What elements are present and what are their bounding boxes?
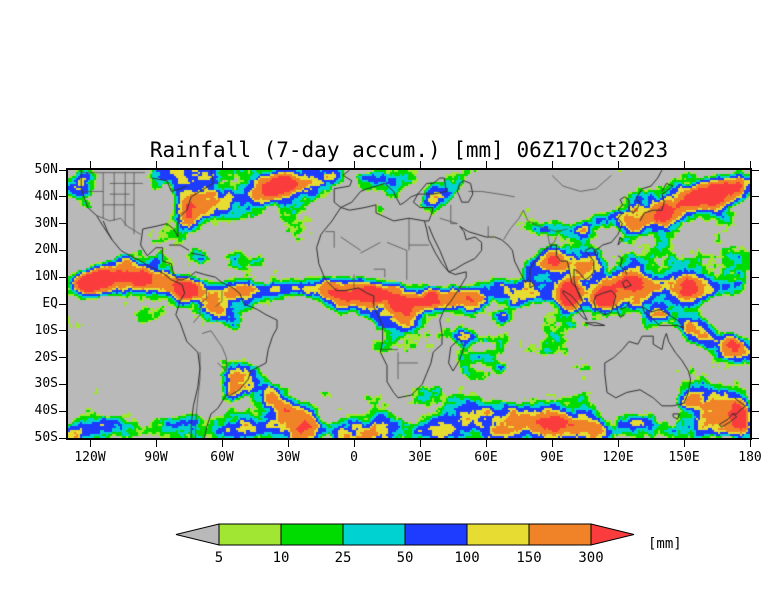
colorbar-level-label: 150	[516, 550, 541, 566]
lon-tick-label: 90W	[144, 450, 168, 465]
axis-tick-mark	[683, 440, 685, 447]
axis-tick-mark	[59, 249, 66, 251]
axis-tick-mark	[89, 161, 91, 168]
axis-tick-mark	[155, 440, 157, 447]
axis-tick-mark	[752, 169, 759, 171]
colorbar-segment	[466, 523, 530, 546]
axis-tick-mark	[752, 357, 759, 359]
colorbar-level-label: 300	[578, 550, 603, 566]
axis-tick-mark	[59, 169, 66, 171]
lat-tick-label: 10S	[34, 322, 58, 338]
lat-tick-label: 10N	[34, 269, 58, 285]
axis-tick-mark	[419, 161, 421, 168]
axis-tick-mark	[749, 440, 751, 447]
lat-tick-label: 40N	[34, 188, 58, 204]
map-frame	[66, 168, 752, 440]
lat-tick-label: 20N	[34, 242, 58, 258]
axis-tick-mark	[59, 276, 66, 278]
lat-tick-label: 30S	[34, 376, 58, 392]
lat-tick-label: 50S	[34, 430, 58, 445]
lon-tick-label: 60E	[474, 450, 498, 465]
axis-tick-mark	[155, 161, 157, 168]
lon-tick-label: 30W	[276, 450, 300, 465]
colorbar-under-arrow	[175, 523, 220, 546]
lat-tick-label: EQ	[42, 296, 58, 311]
colorbar-over-arrow	[590, 523, 635, 546]
colorbar: 5 10 25 50 100 150 300	[173, 522, 784, 568]
lat-tick-label: 50N	[34, 162, 58, 177]
axis-tick-mark	[353, 440, 355, 447]
lon-tick-label: 120W	[74, 450, 106, 465]
colorbar-level-label: 25	[335, 550, 352, 566]
lon-tick-label: 180	[738, 450, 762, 465]
axis-tick-mark	[59, 303, 66, 305]
axis-tick-mark	[485, 440, 487, 447]
axis-tick-mark	[221, 440, 223, 447]
axis-tick-mark	[551, 440, 553, 447]
axis-tick-mark	[752, 437, 759, 439]
axis-tick-mark	[752, 410, 759, 412]
lon-tick-label: 120E	[602, 450, 634, 465]
axis-tick-mark	[683, 161, 685, 168]
axis-tick-mark	[617, 440, 619, 447]
lat-tick-label: 30N	[34, 215, 58, 231]
axis-tick-mark	[59, 383, 66, 385]
axis-tick-mark	[749, 161, 751, 168]
axis-tick-mark	[287, 440, 289, 447]
colorbar-segment	[342, 523, 406, 546]
axis-tick-mark	[752, 249, 759, 251]
colorbar-segment	[528, 523, 592, 546]
axis-tick-mark	[89, 440, 91, 447]
axis-tick-mark	[59, 410, 66, 412]
axis-tick-mark	[221, 161, 223, 168]
colorbar-graphic: 5 10 25 50 100 150 300	[175, 523, 635, 566]
colorbar-level-label: 50	[397, 550, 414, 566]
lon-tick-label: 30E	[408, 450, 432, 465]
colorbar-unit-label: [mm]	[648, 536, 682, 552]
axis-tick-mark	[353, 161, 355, 168]
axis-tick-mark	[752, 303, 759, 305]
axis-tick-mark	[752, 276, 759, 278]
axis-tick-mark	[485, 161, 487, 168]
axis-tick-mark	[551, 161, 553, 168]
lon-tick-label: 60W	[210, 450, 234, 465]
plot-title: Rainfall (7-day accum.) [mm] 06Z17Oct202…	[149, 138, 669, 162]
axis-tick-mark	[752, 330, 759, 332]
axis-tick-mark	[752, 196, 759, 198]
colorbar-segment	[280, 523, 344, 546]
axis-tick-mark	[59, 223, 66, 225]
map-plot-canvas	[68, 170, 750, 438]
axis-tick-mark	[59, 357, 66, 359]
lon-tick-label: 150E	[668, 450, 700, 465]
axis-tick-mark	[752, 383, 759, 385]
axis-tick-mark	[752, 223, 759, 225]
colorbar-level-label: 5	[215, 550, 223, 566]
lat-tick-label: 20S	[34, 349, 58, 365]
colorbar-segment	[404, 523, 468, 546]
lon-tick-label: 0	[350, 450, 358, 465]
axis-tick-mark	[59, 330, 66, 332]
lon-tick-label: 90E	[540, 450, 564, 465]
axis-tick-mark	[287, 161, 289, 168]
colorbar-level-label: 100	[454, 550, 479, 566]
axis-tick-mark	[59, 196, 66, 198]
axis-tick-mark	[59, 437, 66, 439]
axis-tick-mark	[617, 161, 619, 168]
colorbar-level-label: 10	[273, 550, 290, 566]
colorbar-segment	[218, 523, 282, 546]
lat-tick-label: 40S	[34, 403, 58, 419]
axis-tick-mark	[419, 440, 421, 447]
